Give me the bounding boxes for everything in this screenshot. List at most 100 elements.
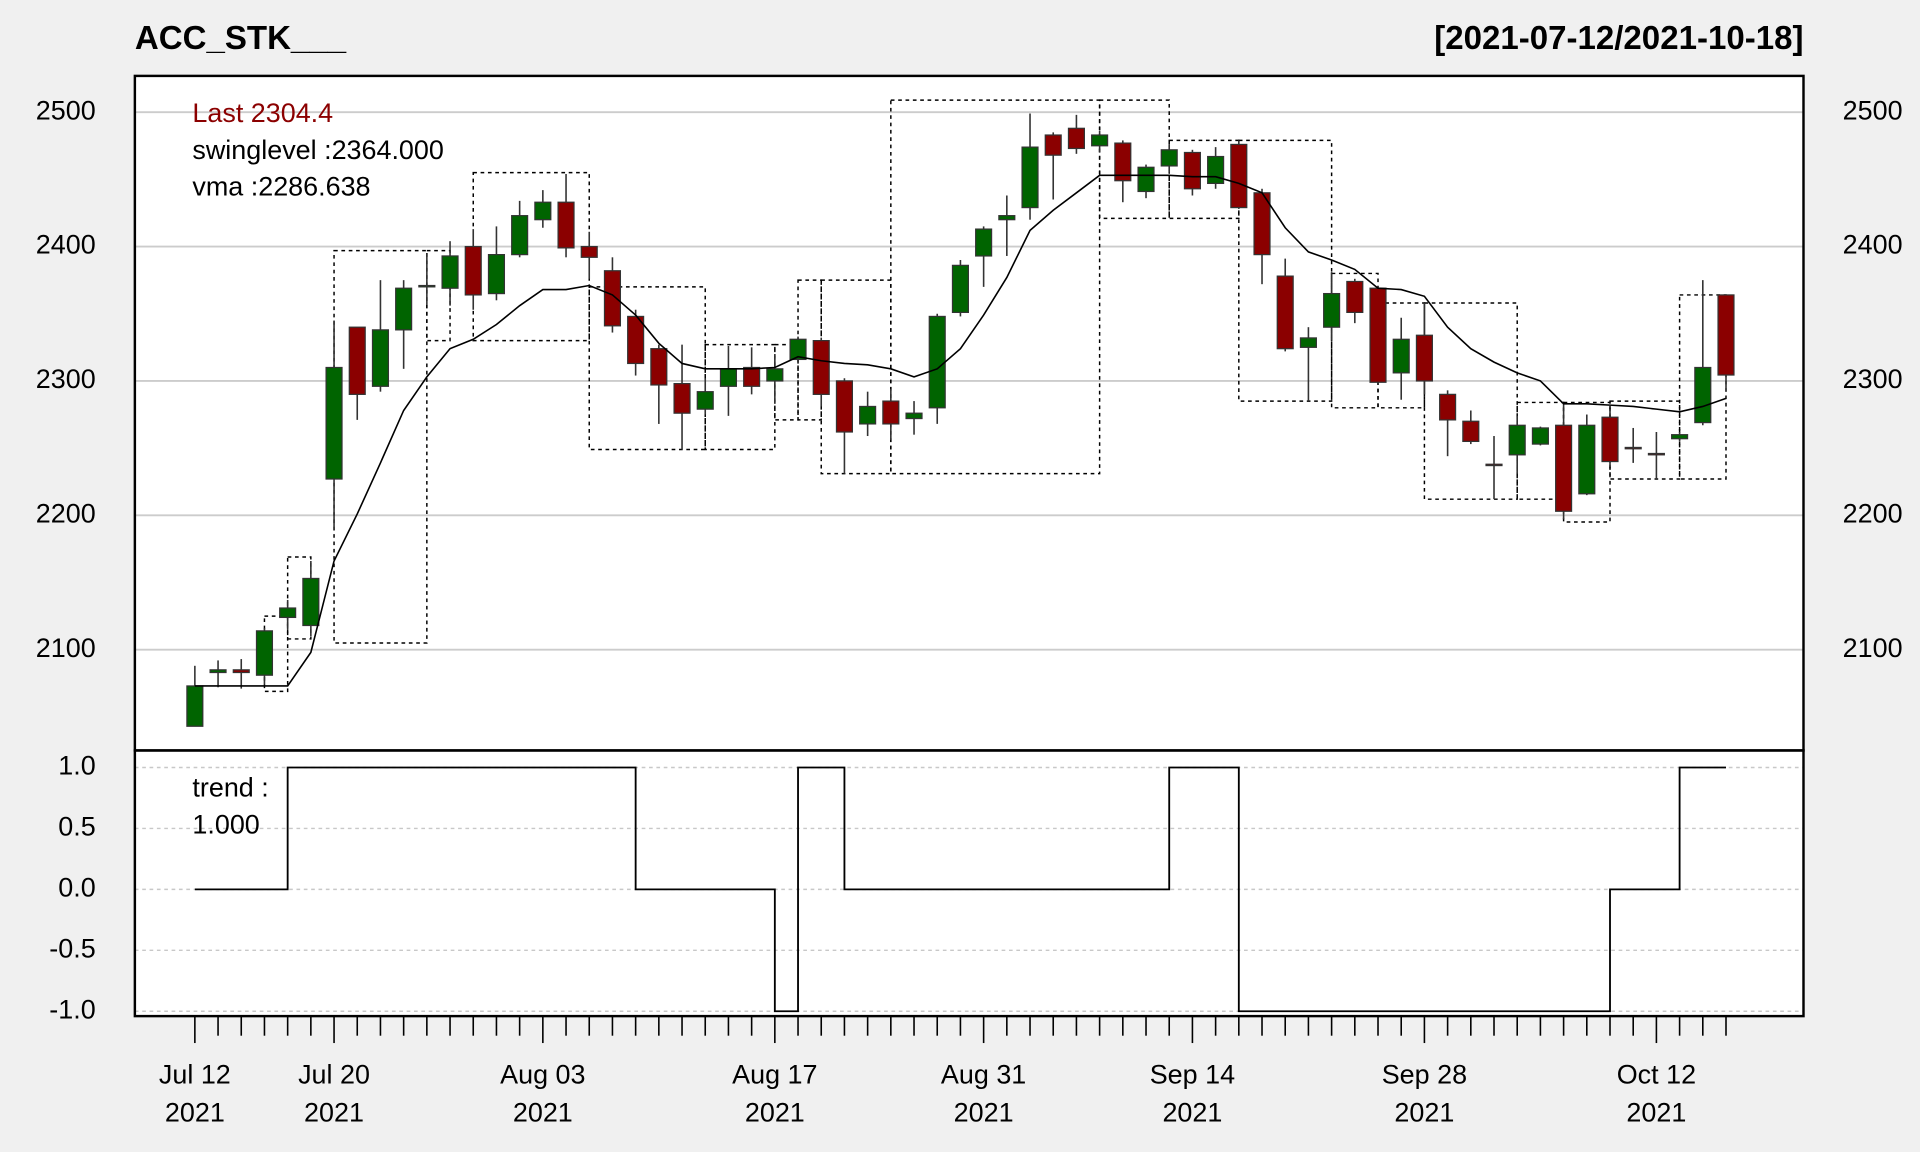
y-tick-label-right: 2200 — [1843, 498, 1903, 528]
x-tick-label-box: Oct 12 2021 — [1616, 1058, 1697, 1128]
y-tick-label: 0.5 — [58, 812, 95, 842]
candle-body — [975, 228, 993, 257]
date-range: [2021-07-12/2021-10-18] — [1434, 20, 1803, 57]
candle-body — [534, 201, 552, 221]
candle-body — [1299, 337, 1317, 348]
candle-body — [928, 315, 946, 409]
x-tick-label-box: Aug 03 2021 — [500, 1058, 586, 1128]
candle-body — [882, 400, 900, 425]
y-tick-label-right: 2500 — [1843, 95, 1903, 125]
candle-body — [1091, 134, 1109, 147]
swing-box — [1098, 99, 1170, 220]
legend-entry: swinglevel :2364.000 — [192, 135, 443, 165]
candle-body — [1531, 427, 1549, 445]
candle-body — [371, 329, 390, 387]
candle-body — [418, 284, 436, 288]
candle-body — [1578, 424, 1596, 495]
candle-body — [812, 340, 830, 395]
candle-body — [603, 270, 622, 327]
x-tick-label: Sep 28 2021 — [1381, 1058, 1468, 1128]
x-tick-label: Oct 12 2021 — [1616, 1058, 1697, 1128]
candle-body — [232, 669, 250, 674]
candle-body — [1717, 294, 1735, 376]
candle-body — [1624, 446, 1642, 450]
y-tick-label: -0.5 — [49, 933, 95, 963]
candle-body — [557, 201, 575, 249]
legend-entry: Last 2304.4 — [192, 98, 333, 128]
legend-entry: vma :2286.638 — [192, 172, 370, 202]
candle-body — [1346, 280, 1364, 314]
legend-entry: 1.000 — [192, 809, 259, 839]
chart-title: ACC_STK___ — [135, 20, 347, 57]
candle-body — [1485, 463, 1503, 467]
candle-body — [696, 391, 714, 410]
y-tick-label-right: 2400 — [1843, 230, 1903, 260]
candle-body — [1183, 151, 1201, 190]
candle-body — [835, 380, 854, 433]
candle-body — [1067, 127, 1085, 150]
candle-body — [951, 264, 969, 314]
candle-body — [1276, 275, 1294, 350]
x-tick-label-box: Sep 14 2021 — [1149, 1058, 1236, 1128]
y-tick-label-right: 2300 — [1843, 364, 1903, 394]
candle-body — [1694, 366, 1712, 424]
candle-body — [209, 669, 227, 674]
x-tick-label: Aug 31 2021 — [940, 1058, 1027, 1128]
candle-body — [1207, 155, 1225, 185]
candle-body — [1392, 338, 1410, 374]
candle-body — [487, 254, 506, 295]
candle-body — [279, 607, 297, 619]
candle-body — [1323, 292, 1341, 328]
y-tick-label: 0.0 — [58, 872, 95, 902]
candle-body — [1369, 287, 1387, 383]
swing-box — [1238, 139, 1333, 402]
candle-body — [255, 630, 274, 676]
candle-body — [766, 368, 784, 382]
candle-body — [1137, 166, 1155, 193]
x-tick-label-box: Jul 20 2021 — [298, 1059, 370, 1128]
candle-body — [441, 255, 459, 289]
plot-area — [134, 75, 1804, 1017]
candle-body — [1462, 420, 1480, 443]
y-tick-label: 1.0 — [58, 751, 95, 781]
candle-body — [789, 338, 807, 361]
vma-line — [194, 174, 1727, 687]
swing-box — [286, 556, 312, 640]
candle-body — [395, 287, 413, 331]
candle-body — [673, 383, 691, 414]
candle-body — [302, 577, 320, 627]
y-tick-label: 2300 — [36, 364, 96, 394]
x-tick-label: Sep 14 2021 — [1149, 1058, 1236, 1128]
candle-body — [1508, 424, 1526, 456]
x-tick-label: Aug 17 2021 — [732, 1058, 818, 1128]
candle-body — [511, 215, 529, 256]
candle-body — [1415, 334, 1433, 382]
candle-body — [1555, 424, 1573, 512]
y-tick-label: 2200 — [36, 498, 96, 528]
candle-body — [998, 215, 1016, 221]
x-tick-label-box: Sep 28 2021 — [1381, 1058, 1468, 1128]
y-tick-label: 2500 — [36, 95, 96, 125]
candle-body — [719, 368, 738, 387]
candle-body — [1230, 143, 1248, 209]
x-tick-label-box: Aug 17 2021 — [732, 1058, 818, 1128]
candle-body — [348, 326, 366, 395]
y-tick-label: 2400 — [36, 230, 96, 260]
candle-body — [1044, 134, 1062, 156]
x-tick-label: Aug 03 2021 — [500, 1058, 586, 1128]
candle-body — [1671, 434, 1689, 440]
candle-body — [580, 245, 598, 258]
candle-body — [743, 366, 761, 387]
y-tick-label: -1.0 — [49, 994, 95, 1024]
swing-box — [1423, 302, 1518, 500]
x-tick-label-box: Jul 12 2021 — [159, 1059, 231, 1128]
candle-body — [1021, 146, 1039, 209]
y-tick-label: 2100 — [36, 633, 96, 663]
candle-body — [627, 315, 645, 365]
trend-line — [194, 766, 1727, 1013]
swing-box — [890, 99, 1101, 475]
swing-box — [263, 615, 289, 693]
candle-body — [1439, 393, 1457, 421]
